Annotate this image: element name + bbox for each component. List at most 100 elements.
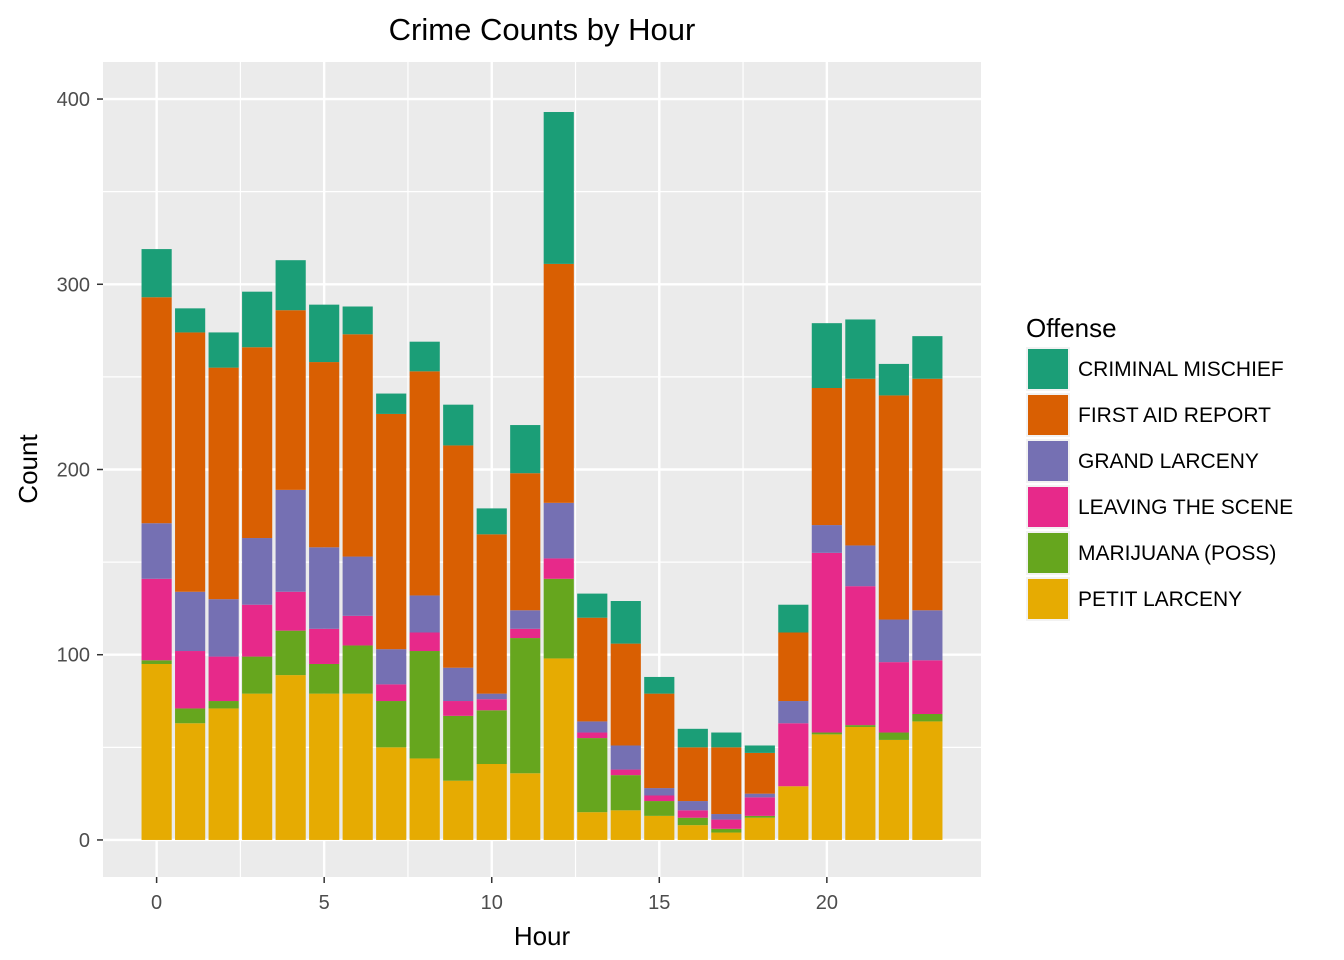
bar-segment-criminal-mischief-hour-0: [141, 249, 172, 298]
bar-segment-petit-larceny-hour-10: [476, 764, 507, 840]
bar-segment-criminal-mischief-hour-14: [610, 601, 641, 644]
legend-label-petit-larceny: PETIT LARCENY: [1078, 588, 1242, 611]
bar-segment-criminal-mischief-hour-23: [912, 336, 943, 379]
bar-segment-marijuana-poss-hour-5: [309, 663, 340, 694]
legend-swatch-marijuana-poss: [1028, 533, 1068, 573]
bar-segment-petit-larceny-hour-21: [845, 726, 876, 840]
bar-segment-first-aid-report-hour-13: [577, 617, 608, 722]
bar-segment-leaving-the-scene-hour-13: [577, 732, 608, 739]
bar-segment-grand-larceny-hour-9: [443, 667, 474, 702]
bar-segment-first-aid-report-hour-9: [443, 445, 474, 668]
bar-segment-first-aid-report-hour-17: [711, 747, 742, 815]
bar-segment-marijuana-poss-hour-9: [443, 715, 474, 781]
bar-segment-leaving-the-scene-hour-19: [778, 723, 809, 787]
bar-segment-criminal-mischief-hour-11: [510, 425, 541, 474]
legend-swatch-leaving-the-scene: [1028, 487, 1068, 527]
bar-segment-leaving-the-scene-hour-16: [677, 810, 708, 818]
bar-segment-first-aid-report-hour-18: [744, 752, 775, 794]
bar-segment-criminal-mischief-hour-10: [476, 508, 507, 535]
legend-label-criminal-mischief: CRIMINAL MISCHIEF: [1078, 358, 1284, 381]
y-tick-label: 0: [79, 830, 90, 852]
bar-segment-first-aid-report-hour-15: [644, 693, 675, 789]
bar-segment-leaving-the-scene-hour-0: [141, 578, 172, 661]
bar-segment-grand-larceny-hour-12: [543, 502, 574, 559]
bar-segment-grand-larceny-hour-7: [376, 649, 407, 685]
legend-label-grand-larceny: GRAND LARCENY: [1078, 450, 1259, 473]
bar-segment-marijuana-poss-hour-6: [342, 645, 373, 694]
bar-segment-criminal-mischief-hour-16: [677, 728, 708, 748]
bar-segment-marijuana-poss-hour-23: [912, 714, 943, 722]
bar-segment-marijuana-poss-hour-20: [811, 732, 842, 735]
bar-segment-leaving-the-scene-hour-4: [275, 591, 306, 631]
bar-segment-first-aid-report-hour-6: [342, 334, 373, 557]
bar-segment-petit-larceny-hour-14: [610, 810, 641, 840]
bar-segment-grand-larceny-hour-1: [175, 591, 206, 652]
bar-segment-petit-larceny-hour-12: [543, 658, 574, 840]
bar-segment-petit-larceny-hour-4: [275, 675, 306, 840]
bar-segment-petit-larceny-hour-3: [242, 693, 273, 840]
bar-segment-petit-larceny-hour-19: [778, 786, 809, 840]
bar-segment-leaving-the-scene-hour-9: [443, 701, 474, 716]
bar-segment-leaving-the-scene-hour-5: [309, 628, 340, 664]
bar-segment-criminal-mischief-hour-20: [811, 323, 842, 388]
bar-segment-first-aid-report-hour-4: [275, 310, 306, 490]
bar-segment-criminal-mischief-hour-3: [242, 291, 273, 348]
bar-segment-petit-larceny-hour-6: [342, 693, 373, 840]
bar-segment-marijuana-poss-hour-10: [476, 710, 507, 765]
bar-segment-grand-larceny-hour-21: [845, 545, 876, 587]
bar-segment-criminal-mischief-hour-9: [443, 404, 474, 446]
bar-segment-grand-larceny-hour-15: [644, 788, 675, 796]
legend-swatch-criminal-mischief: [1028, 349, 1068, 389]
bar-segment-first-aid-report-hour-7: [376, 413, 407, 650]
bar-segment-grand-larceny-hour-0: [141, 523, 172, 579]
bar-segment-petit-larceny-hour-1: [175, 723, 206, 840]
bar-segment-marijuana-poss-hour-11: [510, 638, 541, 774]
bar-segment-marijuana-poss-hour-13: [577, 738, 608, 813]
bar-segment-first-aid-report-hour-1: [175, 332, 206, 592]
bar-segment-marijuana-poss-hour-4: [275, 630, 306, 676]
bar-segment-grand-larceny-hour-14: [610, 745, 641, 770]
bar-segment-grand-larceny-hour-5: [309, 547, 340, 629]
bar-segment-leaving-the-scene-hour-7: [376, 684, 407, 702]
bar-segment-petit-larceny-hour-18: [744, 817, 775, 840]
bar-segment-grand-larceny-hour-13: [577, 721, 608, 733]
bar-segment-criminal-mischief-hour-7: [376, 393, 407, 414]
axis-layer: 0 100 200 300 400 0 5 10 15 20: [57, 89, 838, 914]
legend-label-marijuana-poss: MARIJUANA (POSS): [1078, 542, 1276, 565]
x-tick-label: 0: [151, 892, 162, 914]
bar-segment-grand-larceny-hour-18: [744, 793, 775, 798]
bar-segment-first-aid-report-hour-22: [878, 395, 909, 620]
bar-segment-leaving-the-scene-hour-22: [878, 662, 909, 733]
bar-segment-leaving-the-scene-hour-12: [543, 558, 574, 579]
bar-segment-first-aid-report-hour-11: [510, 473, 541, 611]
bar-segment-criminal-mischief-hour-22: [878, 363, 909, 396]
bar-segment-leaving-the-scene-hour-11: [510, 628, 541, 639]
bar-segment-leaving-the-scene-hour-14: [610, 769, 641, 776]
bar-segment-petit-larceny-hour-2: [208, 708, 239, 840]
bar-segment-criminal-mischief-hour-19: [778, 604, 809, 633]
legend-title: Offense: [1026, 313, 1117, 343]
bar-segment-criminal-mischief-hour-5: [309, 304, 340, 363]
x-tick-label: 20: [816, 892, 838, 914]
legend-swatch-first-aid-report: [1028, 395, 1068, 435]
bar-segment-first-aid-report-hour-14: [610, 643, 641, 746]
bar-segment-petit-larceny-hour-22: [878, 739, 909, 840]
legend: Offense CRIMINAL MISCHIEF FIRST AID REPOR…: [1026, 313, 1293, 621]
y-tick-label: 300: [57, 274, 90, 296]
bar-segment-petit-larceny-hour-15: [644, 815, 675, 840]
legend-label-first-aid-report: FIRST AID REPORT: [1078, 404, 1271, 427]
bars-layer: [141, 112, 943, 840]
legend-swatch-grand-larceny: [1028, 441, 1068, 481]
y-tick-label: 100: [57, 645, 90, 667]
x-tick-label: 5: [319, 892, 330, 914]
bar-segment-marijuana-poss-hour-21: [845, 725, 876, 727]
bar-segment-petit-larceny-hour-20: [811, 734, 842, 840]
bar-segment-first-aid-report-hour-12: [543, 263, 574, 503]
bar-segment-grand-larceny-hour-11: [510, 610, 541, 629]
bar-segment-grand-larceny-hour-8: [409, 595, 440, 633]
x-tick-label: 15: [648, 892, 670, 914]
bar-segment-criminal-mischief-hour-17: [711, 732, 742, 748]
y-tick-label: 400: [57, 89, 90, 111]
x-axis-title: Hour: [514, 921, 571, 951]
